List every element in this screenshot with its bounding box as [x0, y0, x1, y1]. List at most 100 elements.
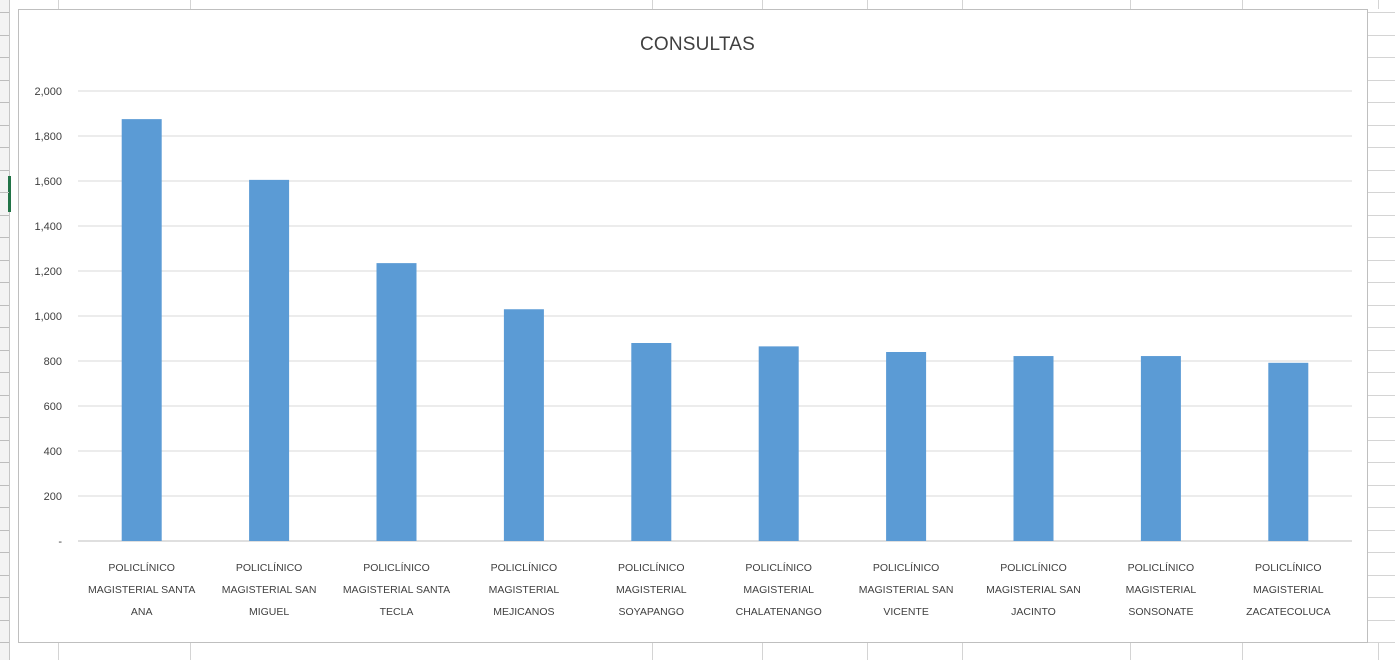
sheet-column-line	[867, 643, 868, 660]
row-header-divider	[0, 417, 9, 418]
y-tick-label: 200	[44, 491, 62, 503]
x-category-label: POLICLÍNICO MAGISTERIAL SAN VICENTE	[859, 561, 954, 618]
row-header-divider	[0, 350, 9, 351]
sheet-row-line	[1368, 215, 1395, 216]
sheet-row-line	[1368, 147, 1395, 148]
sheet-row-line	[1368, 305, 1395, 306]
x-category-label-line: MEJICANOS	[493, 606, 554, 618]
row-header-divider	[0, 282, 9, 283]
y-tick-label: 800	[44, 356, 62, 368]
row-header-strip[interactable]	[0, 0, 10, 660]
active-cell-indicator	[8, 176, 11, 212]
chart-title[interactable]: CONSULTAS	[639, 34, 756, 55]
sheet-column-line	[962, 0, 963, 9]
x-category-label-line: MAGISTERIAL	[616, 584, 687, 596]
sheet-row-line	[1368, 507, 1395, 508]
x-category-label-line: MAGISTERIAL SANTA	[88, 584, 195, 596]
row-header-divider	[0, 575, 9, 576]
sheet-row-line	[1368, 327, 1395, 328]
sheet-row-line	[1368, 485, 1395, 486]
row-header-divider	[0, 305, 9, 306]
x-category-label: POLICLÍNICO MAGISTERIAL MEJICANOS	[489, 561, 560, 618]
row-header-divider	[0, 440, 9, 441]
x-category-label-line: SONSONATE	[1128, 606, 1193, 618]
sheet-row-line	[1368, 395, 1395, 396]
sheet-row-line	[1368, 170, 1395, 171]
x-category-label-line: MAGISTERIAL	[1126, 584, 1197, 596]
x-category-label: POLICLÍNICO MAGISTERIAL SAN MIGUEL	[222, 561, 317, 618]
bar[interactable]	[121, 119, 162, 541]
row-header-divider	[0, 372, 9, 373]
y-tick-label: 2,000	[34, 86, 62, 98]
x-category-label: POLICLÍNICO MAGISTERIAL SANTA ANA	[88, 561, 195, 618]
sheet-row-line	[1368, 462, 1395, 463]
row-header-divider	[0, 395, 9, 396]
sheet-row-line	[1368, 282, 1395, 283]
x-category-label-line: POLICLÍNICO	[618, 561, 685, 574]
bar[interactable]	[758, 346, 799, 541]
x-category-label-line: POLICLÍNICO	[236, 561, 303, 574]
sheet-row-line	[1368, 372, 1395, 373]
row-header-divider	[0, 102, 9, 103]
sheet-row-line	[1368, 417, 1395, 418]
x-category-label-line: MAGISTERIAL SAN	[986, 584, 1081, 596]
x-category-label-line: POLICLÍNICO	[1128, 561, 1195, 574]
sheet-row-line	[1368, 260, 1395, 261]
row-header-divider	[0, 462, 9, 463]
y-tick-label: 400	[44, 446, 62, 458]
sheet-row-line	[1368, 102, 1395, 103]
row-header-divider	[0, 35, 9, 36]
y-tick-label: -	[58, 536, 62, 548]
row-header-divider	[0, 552, 9, 553]
sheet-column-line	[190, 643, 191, 660]
sheet-column-line	[1242, 0, 1243, 9]
bar[interactable]	[503, 309, 544, 541]
bar[interactable]	[631, 343, 672, 541]
bar[interactable]	[886, 352, 927, 541]
sheet-row-line	[1368, 597, 1395, 598]
bar[interactable]	[1268, 362, 1309, 541]
sheet-row-line	[1368, 350, 1395, 351]
x-category-label-line: CHALATENANGO	[736, 606, 822, 618]
x-category-label-line: MAGISTERIAL	[489, 584, 560, 596]
sheet-row-line	[1368, 192, 1395, 193]
x-category-label: POLICLÍNICO MAGISTERIAL ZACATECOLUCA	[1246, 561, 1330, 618]
sheet-row-line	[1368, 530, 1395, 531]
x-category-label: POLICLÍNICO MAGISTERIAL SAN JACINTO	[986, 561, 1081, 618]
y-tick-label: 1,800	[34, 131, 62, 143]
x-category-label-line: POLICLÍNICO	[1255, 561, 1322, 574]
sheet-row-line	[1368, 35, 1395, 36]
sheet-column-line	[58, 0, 59, 9]
y-tick-label: 1,400	[34, 221, 62, 233]
sheet-column-line	[1378, 0, 1379, 9]
row-header-divider	[0, 147, 9, 148]
row-header-divider	[0, 260, 9, 261]
row-header-divider	[0, 620, 9, 621]
bar[interactable]	[249, 179, 290, 541]
row-header-divider	[0, 80, 9, 81]
x-category-label-line: JACINTO	[1011, 606, 1056, 618]
bar[interactable]	[376, 263, 417, 541]
x-category-label-line: SOYAPANGO	[619, 606, 685, 618]
row-header-divider	[0, 237, 9, 238]
row-header-divider	[0, 507, 9, 508]
x-category-label-line: POLICLÍNICO	[873, 561, 940, 574]
bar[interactable]	[1013, 356, 1054, 541]
row-header-divider	[0, 597, 9, 598]
gridlines	[78, 90, 1352, 542]
x-category-label-line: POLICLÍNICO	[108, 561, 175, 574]
x-category-label-line: ANA	[131, 606, 153, 618]
sheet-column-line	[1130, 0, 1131, 9]
x-category-label: POLICLÍNICO MAGISTERIAL SONSONATE	[1126, 561, 1197, 618]
sheet-row-line	[1368, 620, 1395, 621]
sheet-column-line	[1378, 643, 1379, 660]
sheet-row-line	[1368, 57, 1395, 58]
y-tick-label: 600	[44, 401, 62, 413]
sheet-row-line	[1368, 552, 1395, 553]
x-axis-category-labels: POLICLÍNICO MAGISTERIAL SANTA ANAPOLICLÍNI…	[88, 561, 1330, 618]
bar[interactable]	[1140, 356, 1181, 541]
row-header-divider	[0, 485, 9, 486]
sheet-row-line	[1368, 80, 1395, 81]
row-header-divider	[0, 125, 9, 126]
